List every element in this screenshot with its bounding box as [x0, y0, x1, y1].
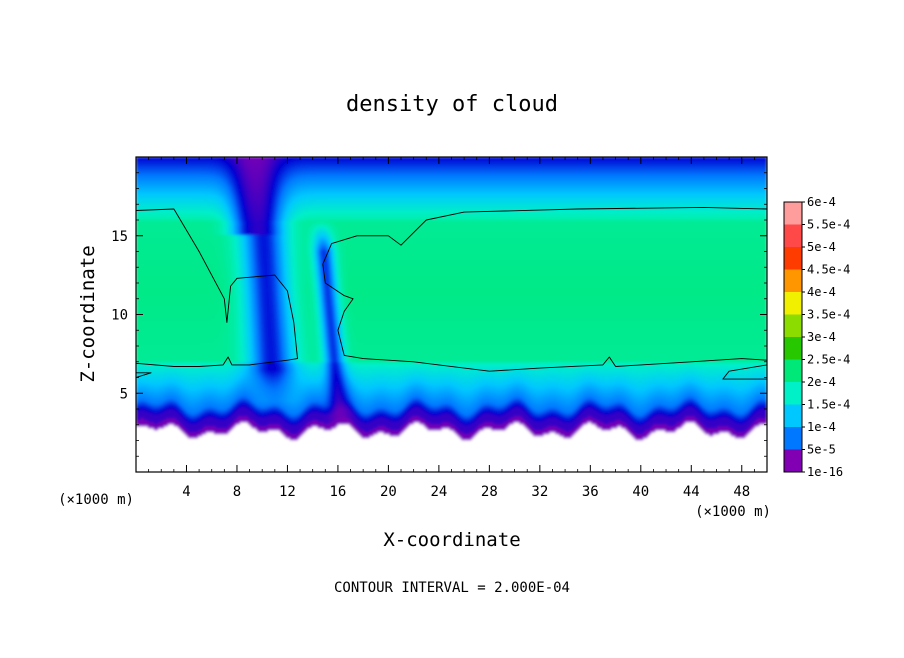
contour-line	[136, 208, 298, 367]
colorbar-swatch	[784, 202, 802, 225]
colorbar: 6e-4 5.5e-4 5e-4 4.5e-4 4e-4 3.5e-4 3e-4 2.5e-4…	[783, 195, 850, 479]
colorbar-swatch	[784, 247, 802, 270]
colorbar-label: 6e-4	[807, 195, 836, 209]
colorbar-swatch	[784, 314, 802, 338]
contour-line	[136, 372, 152, 378]
colorbar-label: 3e-4	[807, 330, 836, 344]
x-tick-label: 20	[380, 484, 397, 500]
chart-title: density of cloud	[346, 92, 558, 117]
colorbar-swatch	[784, 269, 802, 293]
contour-line	[322, 206, 767, 372]
x-tick-label: 24	[430, 484, 447, 500]
colorbar-swatch-lowest	[784, 449, 802, 472]
x-unit-label-left: (×1000 m)	[58, 492, 134, 508]
y-tick-label: 5	[120, 386, 128, 402]
contour-interval-note: CONTOUR INTERVAL = 2.000E-04	[334, 580, 570, 596]
colorbar-label: 2e-4	[807, 375, 836, 389]
colorbar-label: 1e-16	[807, 465, 843, 479]
colorbar-swatch	[784, 382, 802, 405]
x-tick-label: 32	[531, 484, 548, 500]
colorbar-swatch	[784, 359, 802, 383]
x-tick-label: 44	[683, 484, 700, 500]
x-tick-label: 48	[733, 484, 750, 500]
colorbar-swatch	[784, 404, 802, 428]
y-tick-label: 10	[111, 308, 128, 324]
colorbar-label: 5e-4	[807, 240, 836, 254]
colorbar-label: 5.5e-4	[807, 218, 850, 232]
x-tick-label: 36	[582, 484, 599, 500]
colorbar-label: 3.5e-4	[807, 308, 850, 322]
density-field-image	[136, 157, 767, 472]
x-unit-label-right: (×1000 m)	[695, 504, 771, 520]
colorbar-swatch	[784, 292, 802, 315]
colorbar-label: 4.5e-4	[807, 263, 850, 277]
x-tick-label: 40	[632, 484, 649, 500]
x-tick-label: 28	[481, 484, 498, 500]
colorbar-swatch	[784, 224, 802, 248]
x-tick-label: 12	[279, 484, 296, 500]
y-axis-title: Z-coordinate	[77, 245, 99, 382]
colorbar-label: 4e-4	[807, 285, 836, 299]
x-tick-label: 16	[329, 484, 346, 500]
contour-lines	[136, 206, 767, 380]
colorbar-label: 5e-5	[807, 443, 836, 457]
density-field	[136, 157, 767, 472]
y-ticks: 5 10 15	[111, 172, 767, 457]
colorbar-label: 1.5e-4	[807, 398, 850, 412]
x-axis-title: X-coordinate	[383, 529, 520, 551]
x-tick-label: 8	[233, 484, 241, 500]
colorbar-swatch	[784, 337, 802, 360]
colorbar-swatch	[784, 427, 802, 450]
contour-line	[722, 364, 767, 380]
x-tick-label: 4	[182, 484, 190, 500]
x-ticks: 4 8 12 16 20 24 28 32 36 40 44 48	[148, 157, 755, 500]
y-tick-label: 15	[111, 229, 128, 245]
colorbar-label: 2.5e-4	[807, 353, 850, 367]
colorbar-label: 1e-4	[807, 420, 836, 434]
